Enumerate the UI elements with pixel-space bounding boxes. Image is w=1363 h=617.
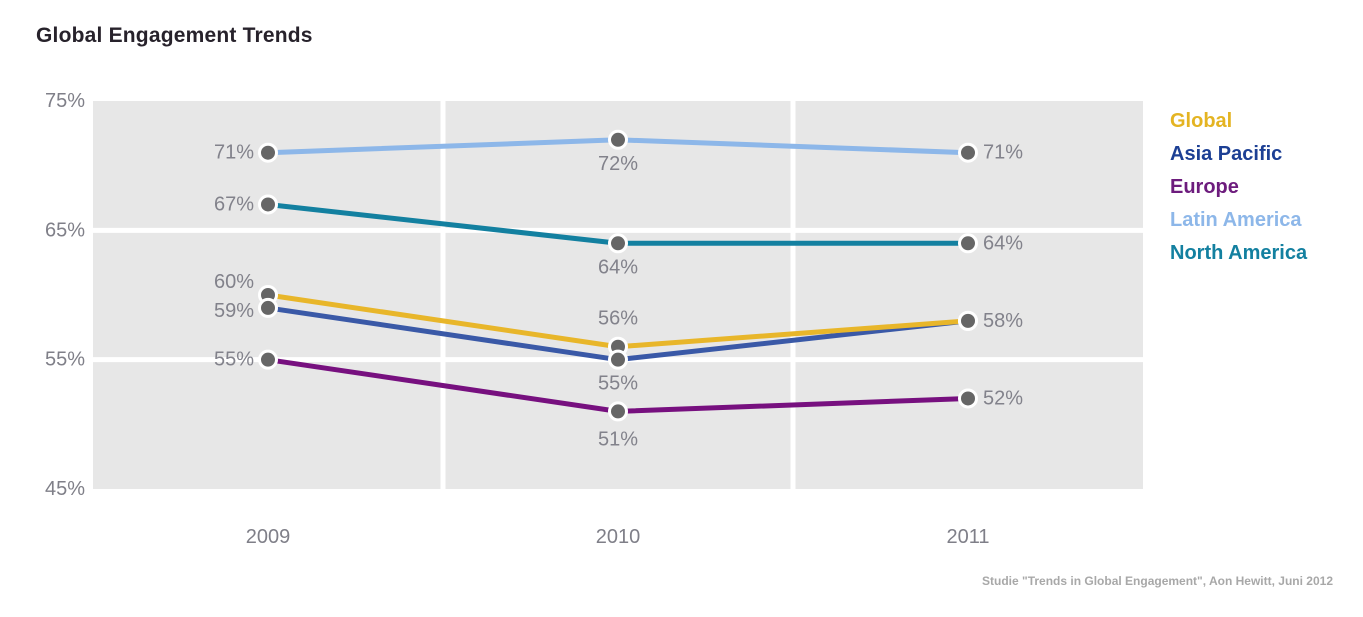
data-point-asia-pacific [958, 310, 978, 331]
data-point-north-america [608, 233, 628, 254]
x-tick-label: 2010 [596, 526, 641, 548]
legend-north-america: North America [1170, 242, 1308, 264]
chart-legend: Global Asia Pacific Europe Latin America Nor… [1170, 105, 1307, 270]
data-label-europe: 55% [214, 349, 254, 371]
chart-title: Global Engagement Trends [36, 24, 313, 47]
data-point-north-america [958, 233, 978, 254]
y-tick-label: 45% [45, 478, 85, 500]
data-point-latin-america [958, 142, 978, 163]
data-label-global: 60% [214, 271, 254, 293]
data-label-north-america: 67% [214, 193, 254, 215]
y-tick-label: 55% [45, 349, 85, 371]
y-tick-label: 65% [45, 219, 85, 241]
data-label-latin-america: 71% [983, 142, 1023, 164]
data-label-europe: 51% [598, 428, 638, 450]
y-tick-label: 75% [45, 90, 85, 112]
data-point-europe [608, 401, 628, 422]
data-label-north-america: 64% [598, 256, 638, 278]
data-label-global: 56% [598, 308, 638, 330]
data-point-asia-pacific [608, 349, 628, 370]
data-label-europe: 52% [983, 387, 1023, 409]
data-label-global: 58% [983, 310, 1023, 332]
legend-asia-pacific: Asia Pacific [1170, 143, 1283, 165]
source-note: Studie "Trends in Global Engagement", Ao… [982, 574, 1333, 588]
legend-global: Global [1170, 110, 1233, 132]
data-label-north-america: 64% [983, 232, 1023, 254]
legend-latin-america: Latin America [1170, 209, 1302, 231]
data-point-asia-pacific [258, 297, 278, 318]
data-label-asia-pacific: 55% [598, 373, 638, 395]
data-label-latin-america: 71% [214, 142, 254, 164]
data-point-europe [958, 388, 978, 409]
data-point-latin-america [608, 129, 628, 150]
legend-europe: Europe [1170, 176, 1239, 198]
x-tick-label: 2009 [246, 526, 291, 548]
data-point-europe [258, 349, 278, 370]
data-point-north-america [258, 194, 278, 215]
data-label-asia-pacific: 59% [214, 300, 254, 322]
data-point-latin-america [258, 142, 278, 163]
data-label-latin-america: 72% [598, 153, 638, 175]
x-tick-label: 2011 [946, 526, 989, 548]
